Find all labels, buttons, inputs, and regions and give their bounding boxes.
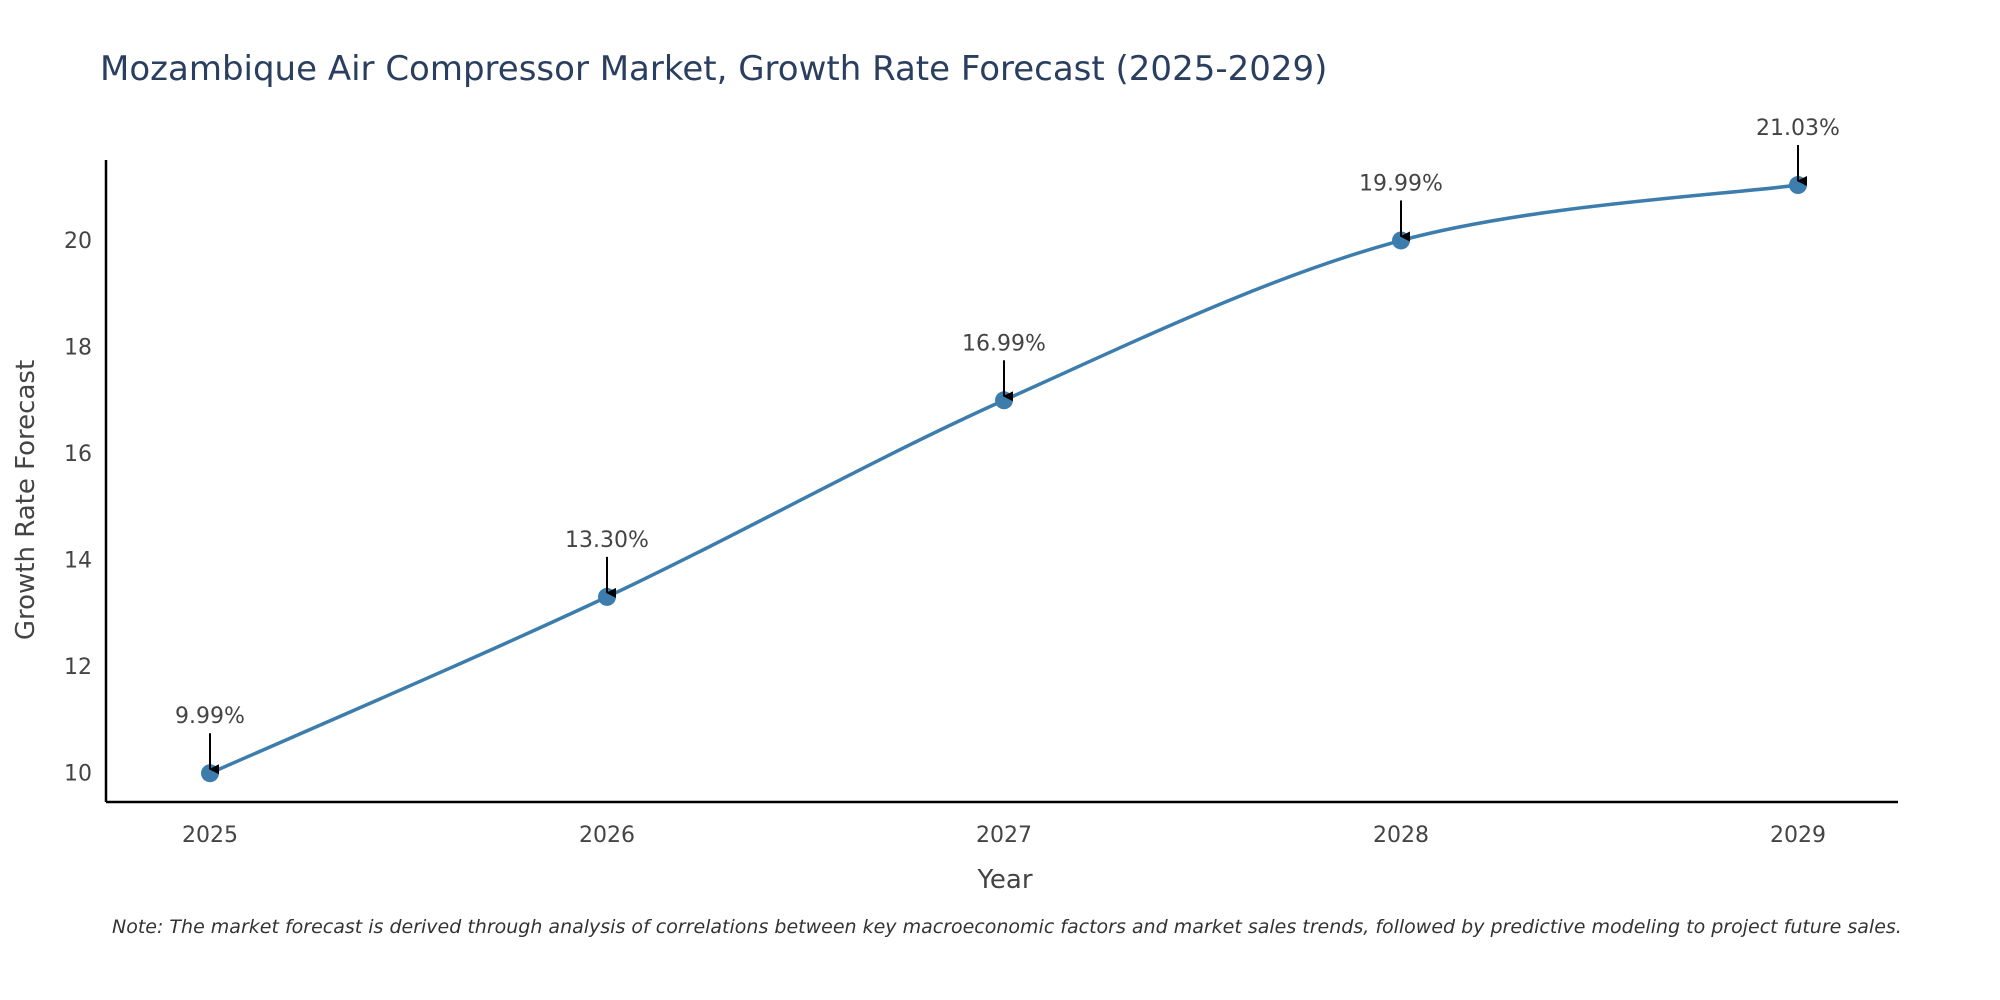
data-label: 9.99%: [175, 704, 245, 729]
y-tick-label: 18: [64, 335, 92, 360]
x-tick-label: 2029: [1770, 823, 1826, 848]
data-label: 19.99%: [1359, 171, 1443, 196]
plot-area: 10 12 14 16 18 20 2025 2026 2027 2028 2029 9.99% 13.…: [64, 116, 1898, 848]
x-axis-title: Year: [976, 865, 1032, 895]
data-label: 13.30%: [565, 528, 649, 553]
y-tick-label: 14: [64, 549, 92, 574]
data-label: 21.03%: [1756, 116, 1840, 141]
y-tick-label: 20: [64, 229, 92, 254]
x-tick-label: 2026: [579, 823, 635, 848]
x-tick-label: 2025: [182, 823, 238, 848]
y-axis-title: Growth Rate Forecast: [11, 360, 41, 640]
x-tick-label: 2028: [1373, 823, 1429, 848]
y-tick-label: 12: [64, 655, 92, 680]
series-line: [209, 183, 1799, 775]
footnote: Note: The market forecast is derived thr…: [112, 916, 1902, 938]
y-tick-label: 16: [64, 442, 92, 467]
x-tick-label: 2027: [976, 823, 1032, 848]
chart-title: Mozambique Air Compressor Market, Growth…: [100, 49, 1327, 89]
y-tick-label: 10: [64, 762, 92, 787]
data-label: 16.99%: [962, 331, 1046, 356]
